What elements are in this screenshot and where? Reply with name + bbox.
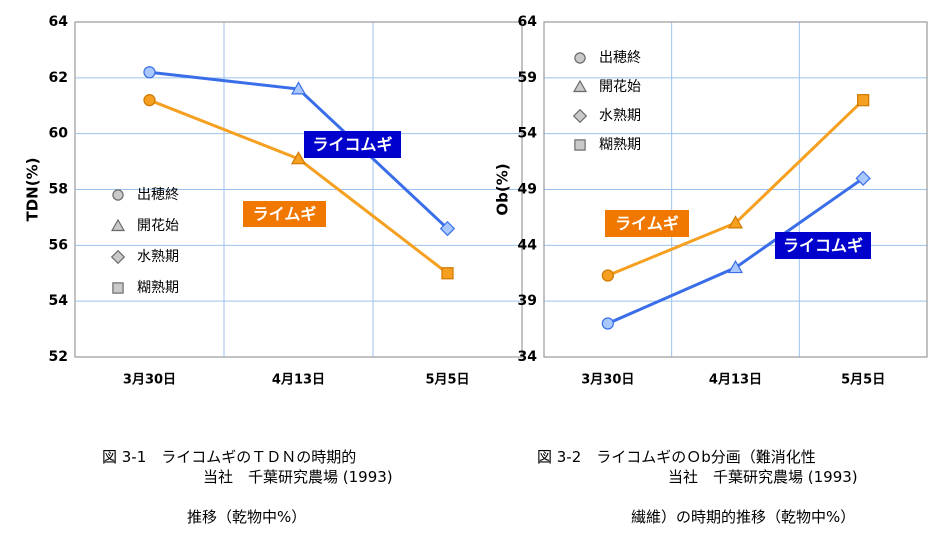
chart1-y-tick-label: 60 [49, 126, 69, 142]
chart1-series-1-point [143, 66, 156, 79]
chart1-x-tick-label: 5月5日 [425, 373, 469, 388]
chart2-legend-marker [574, 139, 586, 151]
chart1-source: 当社 千葉研究農場 (1993) [203, 468, 393, 486]
chart1-legend-label: 出穂終 [137, 187, 179, 203]
chart2-y-tick-label: 54 [518, 126, 538, 142]
chart2-legend-marker [574, 52, 586, 64]
chart1-legend-label: 糊熟期 [137, 280, 179, 296]
chart2-plot-frame [543, 21, 928, 358]
chart1-x-tick-label: 4月13日 [272, 373, 325, 388]
chart1-series-2-point [290, 151, 307, 165]
chart1-legend-label: 水熟期 [137, 249, 179, 265]
chart1-caption-line1: 図 3-1 ライコムギのＴＤＮの時期的 [102, 448, 357, 466]
chart1-legend-marker [112, 282, 124, 294]
chart2-legend-marker [572, 79, 588, 93]
chart2-group: 34 39 44 49 54 59 64 3月30日 4月13日 5月5日 Ob(%) ライコムギ ライ… [494, 14, 928, 388]
chart1-y-tick-label: 54 [49, 293, 69, 309]
chart2-series-2-point [857, 94, 870, 107]
chart2-series-1-point [727, 259, 744, 274]
chart1-legend-label: 開花始 [137, 218, 179, 234]
chart2-legend-label: 糊熟期 [599, 137, 641, 153]
chart2-y-tick-label: 64 [518, 14, 538, 30]
chart1-y-tick-label: 52 [49, 349, 68, 365]
chart2-x-tick-label: 4月13日 [709, 373, 762, 388]
chart1-y-tick-label: 56 [49, 237, 68, 253]
chart2-series-label: ライムギ [615, 214, 679, 233]
chart1-series-2-point [143, 94, 156, 107]
chart1-x-tick-label: 3月30日 [123, 373, 176, 388]
chart2-series-2-point [601, 269, 614, 282]
chart2-legend-label: 開花始 [599, 79, 641, 95]
chart2-series-label-box [605, 210, 689, 237]
chart1-series-label: ライムギ [253, 205, 317, 224]
chart2-series-2-point [727, 215, 744, 229]
chart1-series-1-point [439, 220, 456, 237]
chart2-x-tick-label: 3月30日 [581, 373, 634, 388]
chart2-y-tick-label: 34 [518, 349, 538, 365]
chart2-y-tick-label: 39 [518, 293, 537, 309]
chart1-series-2-point [441, 267, 454, 280]
chart1-legend-marker [110, 249, 126, 265]
chart2-y-tick-label: 59 [518, 70, 537, 86]
chart2-y-tick-label: 49 [518, 182, 537, 198]
chart1-legend-marker [112, 189, 124, 201]
chart2-y-tick-label: 44 [518, 237, 538, 253]
chart1-legend-marker [110, 218, 126, 232]
chart1-series-label: ライコムギ [312, 135, 392, 154]
chart2-x-tick-label: 5月5日 [841, 373, 885, 388]
chart1-y-tick-label: 62 [49, 70, 68, 86]
chart1-series-label-box [243, 201, 326, 227]
chart1-plot-frame [74, 21, 523, 358]
chart2-series-label-box [775, 232, 871, 259]
chart2-legend-marker [572, 108, 588, 124]
chart2-caption-line2: 繊維）の時期的推移（乾物中%） [631, 508, 856, 526]
chart2-source: 当社 千葉研究農場 (1993) [668, 468, 858, 486]
chart1-y-tick-label: 58 [49, 182, 68, 198]
chart1-group: 52 54 56 58 60 62 64 3月30日 4月13日 5月5日 TDN(%) ライコムギラ… [24, 14, 523, 388]
chart2-series-1-point [855, 170, 871, 187]
chart1-caption-line2: 推移（乾物中%） [187, 508, 307, 526]
chart1-y-tick-label: 64 [49, 14, 69, 30]
chart2-series-label: ライコムギ [783, 236, 863, 255]
chart2-legend-label: 水熟期 [599, 108, 641, 124]
chart2-legend-label: 出穂終 [599, 50, 641, 66]
chart1-series-1-point [290, 81, 307, 95]
chart1-y-axis-label: TDN(%) [24, 158, 42, 222]
chart2-y-axis-label: Ob(%) [494, 163, 512, 215]
chart2-caption-line1: 図 3-2 ライコムギのＯb分画（難消化性 [537, 448, 816, 466]
chart2-series-1-point [601, 317, 614, 330]
chart1-series-label-box [304, 131, 401, 158]
